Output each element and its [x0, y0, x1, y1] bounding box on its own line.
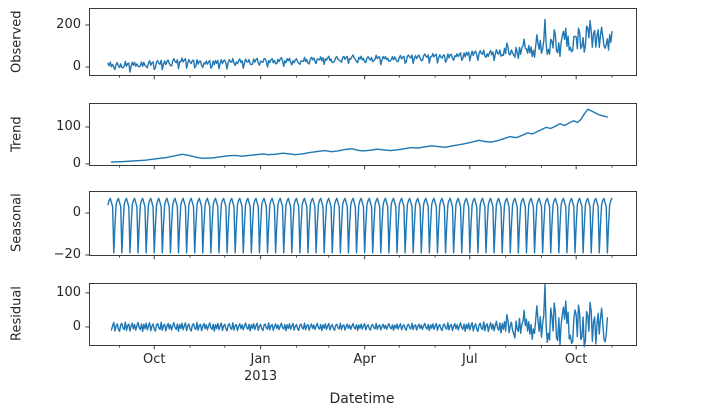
ylabel-residual: Residual: [9, 286, 25, 342]
ytick-seasonal-0: 0: [72, 205, 81, 221]
ytick-seasonal-neg20: −20: [53, 247, 81, 262]
ylabel-seasonal: Seasonal: [9, 193, 25, 253]
ylabel-trend: Trend: [9, 116, 25, 152]
xtick-jul-2013: Jul: [461, 352, 478, 367]
xtick-apr-2013: Apr: [353, 352, 376, 367]
ytick-trend-100: 100: [56, 118, 81, 134]
ytick-residual-0: 0: [72, 318, 81, 334]
xtick-year-2013: 2013: [244, 369, 278, 384]
ytick-observed-0: 0: [72, 59, 81, 75]
xtick-oct-2013: Oct: [564, 352, 588, 367]
ytick-residual-100: 100: [56, 284, 81, 300]
ytick-trend-0: 0: [72, 155, 81, 171]
xtick-jan-2013: Jan: [250, 352, 271, 367]
xlabel-datetime: Datetime: [329, 391, 395, 407]
ylabel-observed: Observed: [9, 10, 25, 73]
ytick-observed-200: 200: [56, 17, 81, 32]
xtick-oct-2012: Oct: [142, 352, 166, 367]
